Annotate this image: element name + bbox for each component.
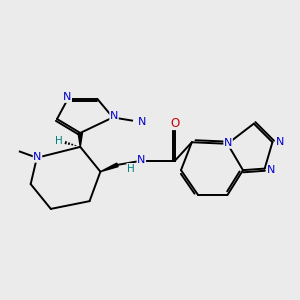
Text: N: N [276, 136, 284, 147]
Text: N: N [110, 111, 118, 121]
Text: H: H [127, 164, 135, 174]
Text: O: O [170, 116, 179, 130]
Polygon shape [100, 163, 118, 172]
Text: N: N [33, 152, 42, 162]
Text: N: N [138, 117, 146, 127]
Text: N: N [137, 155, 146, 165]
Text: H: H [55, 136, 63, 146]
Text: N: N [63, 92, 71, 102]
Polygon shape [78, 133, 82, 147]
Text: N: N [267, 165, 276, 175]
Text: N: N [224, 138, 232, 148]
